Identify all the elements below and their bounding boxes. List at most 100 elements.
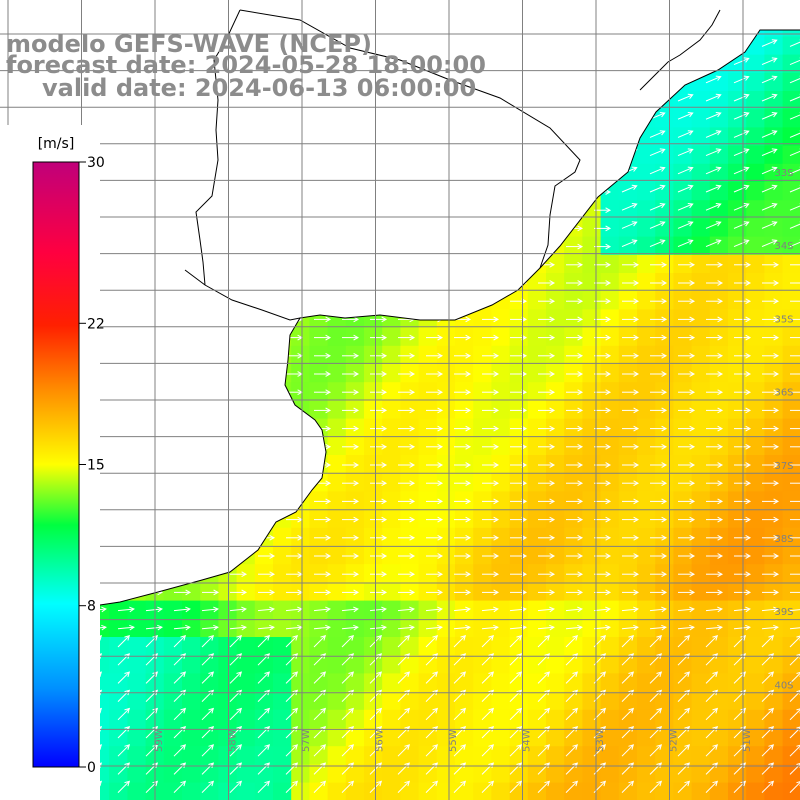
wind-arrow [313, 689, 327, 702]
wind-arrow [678, 334, 696, 341]
wind-arrow [398, 352, 416, 359]
speed-cell [691, 345, 711, 365]
speed-cell [400, 691, 420, 711]
wind-arrow [510, 498, 528, 505]
speed-cell [273, 527, 292, 547]
speed-cell [527, 764, 547, 784]
speed-cell [709, 382, 729, 401]
speed-cell [473, 564, 492, 583]
speed-cell [509, 782, 529, 800]
speed-cell [691, 309, 711, 329]
speed-cell [691, 655, 711, 674]
speed-cell [509, 637, 529, 656]
speed-cell [746, 582, 765, 602]
wind-arrow [650, 462, 668, 468]
speed-cell [637, 527, 656, 547]
wind-arrow [230, 571, 248, 578]
speed-cell [709, 764, 729, 784]
speed-cell [618, 400, 638, 420]
wind-arrow [398, 571, 416, 578]
speed-cell [582, 254, 602, 274]
wind-arrow [594, 462, 612, 468]
wind-arrow [594, 280, 612, 286]
lon-label: 53W [595, 729, 606, 752]
wind-arrow [370, 352, 388, 359]
wind-arrow [677, 239, 694, 248]
speed-cell [600, 254, 620, 274]
speed-cell [345, 782, 365, 800]
lon-label: 59W [154, 729, 165, 752]
wind-arrow [678, 352, 696, 359]
wind-arrow [734, 280, 752, 286]
speed-cell [746, 400, 765, 420]
speed-cell [691, 473, 711, 492]
wind-arrow [761, 75, 778, 84]
speed-cell [637, 655, 656, 674]
wind-arrow [510, 571, 528, 578]
wind-arrow [201, 744, 215, 757]
wind-arrow [229, 780, 243, 793]
wind-arrow [482, 407, 500, 414]
wind-arrow [341, 671, 355, 684]
speed-cell [564, 236, 583, 256]
speed-cell [709, 582, 729, 602]
wind-arrow [314, 352, 332, 359]
wind-arrow [398, 589, 416, 596]
wind-arrow [538, 316, 556, 323]
speed-cell [746, 418, 765, 438]
wind-arrow [314, 389, 332, 396]
speed-cell [182, 600, 201, 620]
wind-arrow [650, 334, 668, 341]
speed-cell [582, 764, 602, 784]
lon-label: 52W [669, 729, 680, 752]
speed-cell [546, 345, 565, 365]
speed-cell [709, 291, 729, 310]
speed-cell [345, 400, 365, 420]
speed-cell [309, 582, 329, 602]
wind-arrow [789, 39, 800, 47]
speed-cell [546, 491, 565, 511]
speed-cell [582, 436, 602, 456]
speed-cell [546, 655, 565, 674]
wind-arrow [650, 425, 668, 432]
wind-arrow [789, 184, 800, 193]
speed-cell [400, 600, 420, 620]
wind-arrow [678, 280, 696, 286]
speed-cell [455, 582, 474, 602]
wind-arrow [622, 443, 640, 450]
speed-cell [618, 564, 638, 583]
speed-cell [673, 782, 693, 800]
wind-arrow [790, 591, 800, 593]
wind-arrow [706, 534, 724, 541]
wind-arrow [425, 606, 443, 613]
speed-cell [582, 527, 602, 547]
wind-arrow [341, 689, 355, 702]
speed-cell [509, 327, 529, 347]
speed-cell [327, 436, 347, 456]
wind-arrow [622, 261, 640, 268]
wind-arrow [621, 624, 639, 631]
wind-arrow [677, 624, 695, 631]
speed-cell [782, 582, 800, 602]
speed-cell [564, 564, 583, 583]
valid-date: valid date: 2024-06-13 06:00:00 [42, 74, 477, 102]
speed-cell [163, 600, 183, 620]
speed-cell [728, 163, 747, 183]
speed-cell [473, 491, 492, 511]
speed-cell [364, 364, 383, 383]
speed-cell [309, 400, 329, 420]
lat-label: 40S [774, 680, 793, 691]
wind-arrow [622, 407, 640, 414]
wind-arrow [706, 425, 724, 432]
wind-arrow [397, 744, 411, 757]
speed-cell [345, 728, 365, 747]
speed-cell [436, 455, 456, 474]
speed-cell [764, 36, 784, 56]
wind-arrow [733, 624, 751, 631]
speed-cell [564, 273, 583, 292]
wind-arrow [341, 624, 359, 631]
speed-cell [564, 546, 583, 565]
speed-cell [673, 564, 693, 583]
speed-cell [491, 600, 511, 620]
speed-cell [218, 782, 238, 800]
